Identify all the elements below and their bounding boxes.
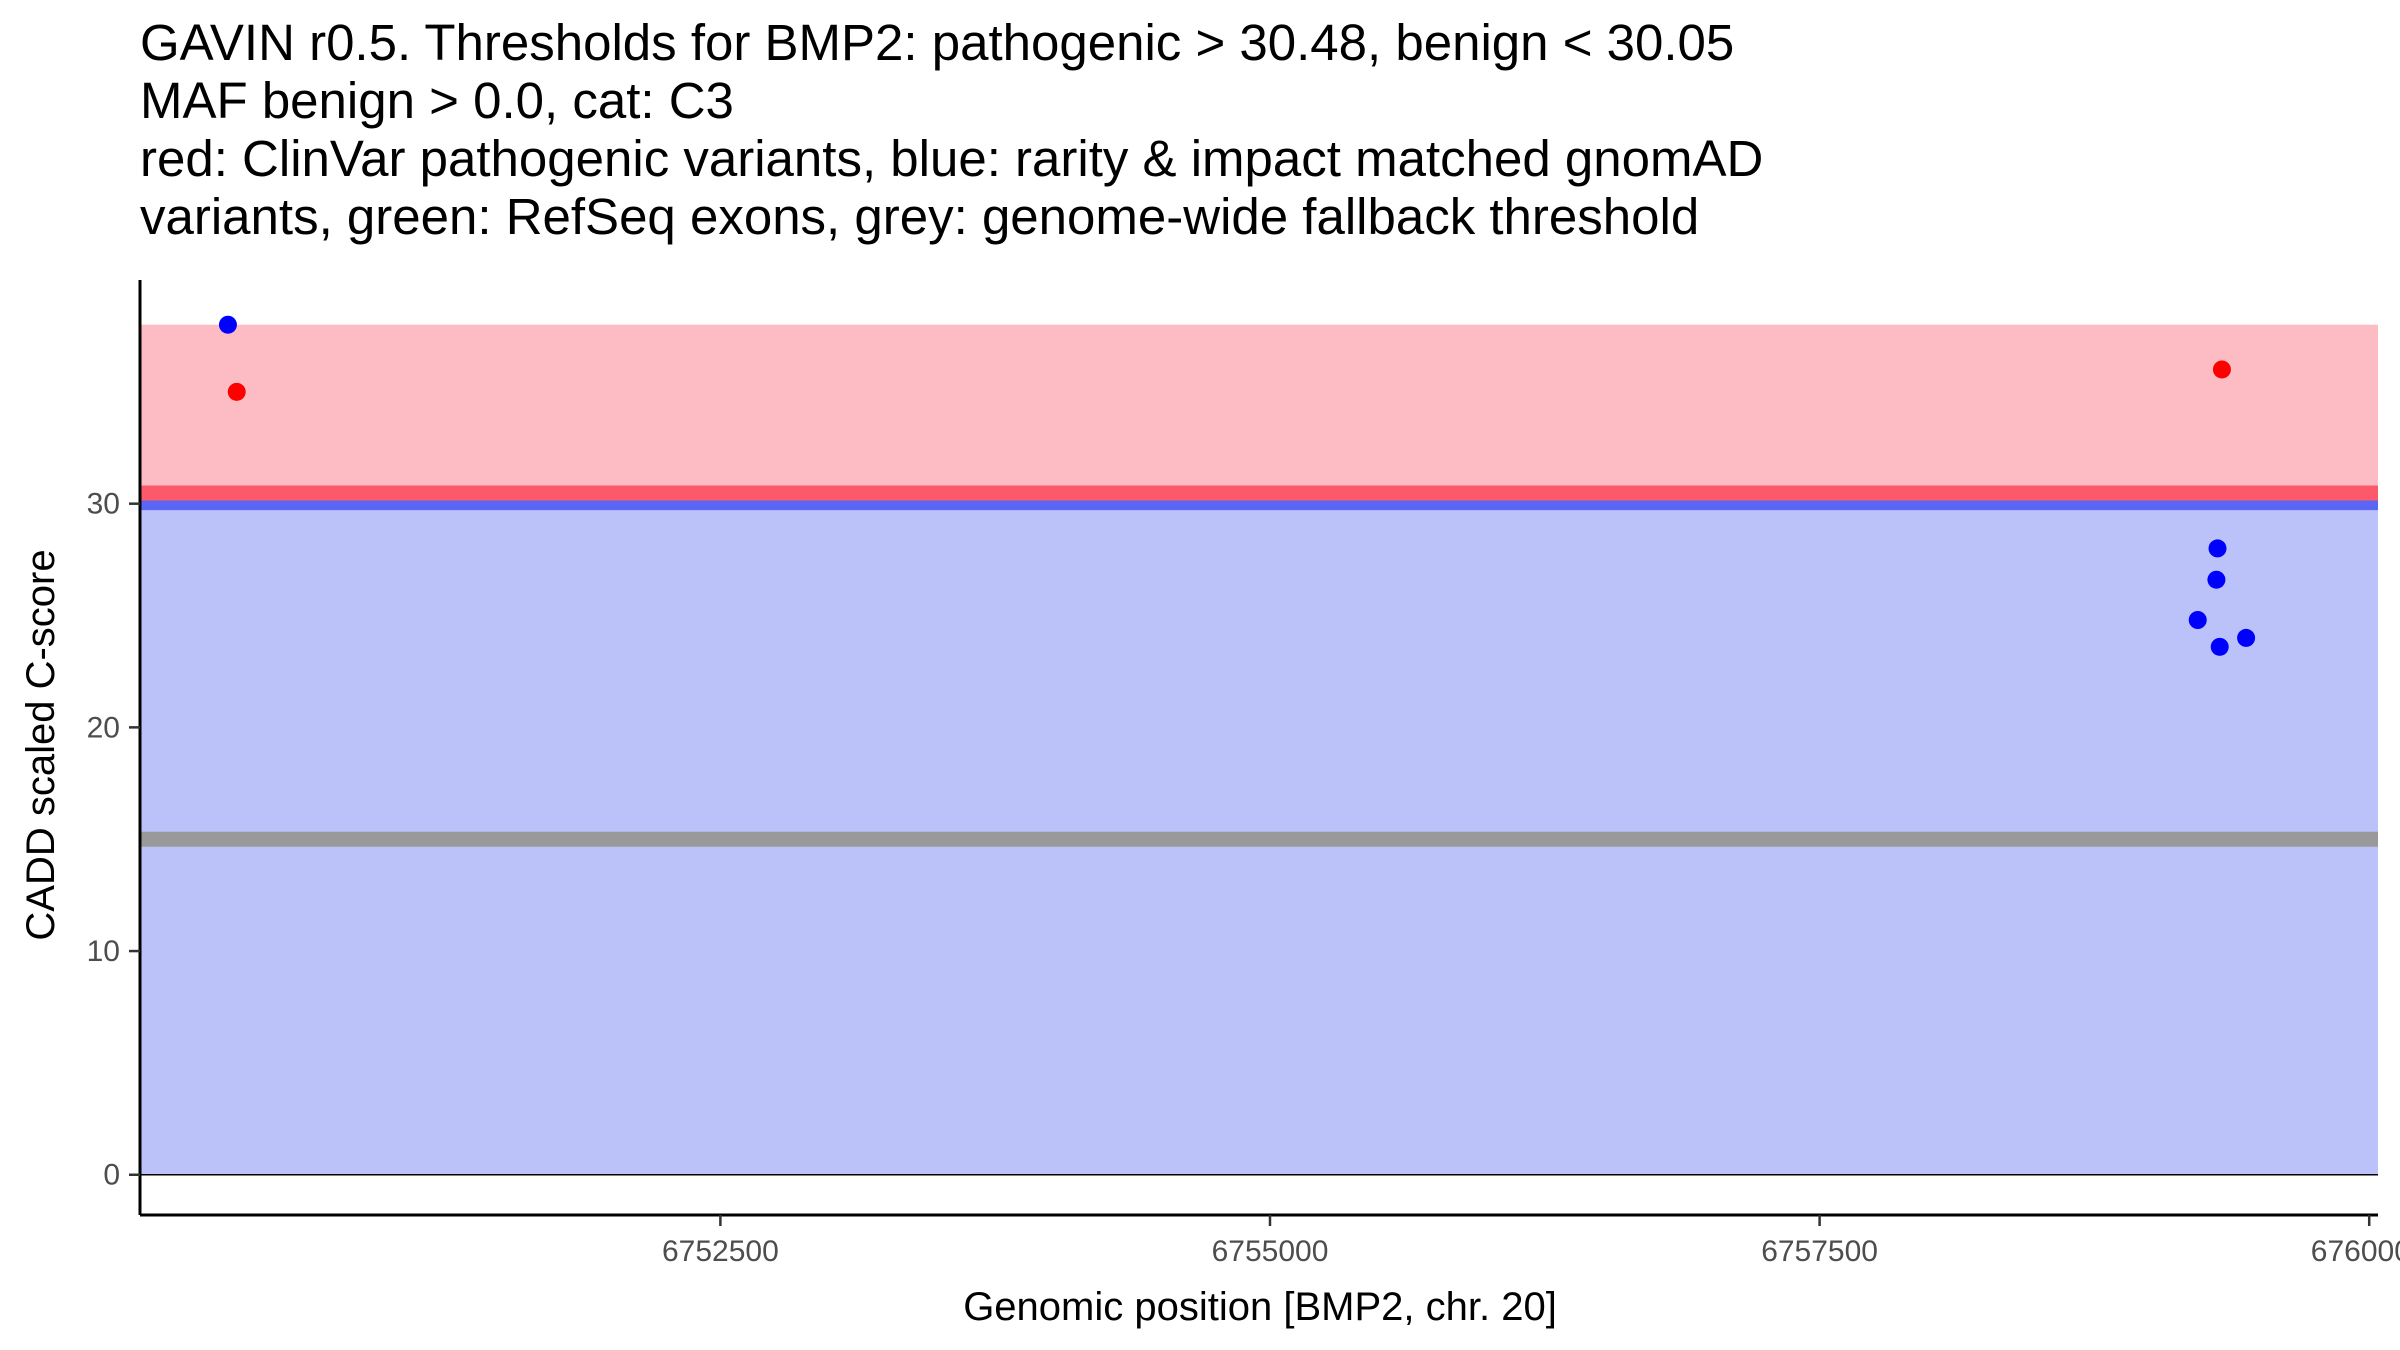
y-axis-title: CADD scaled C-score — [19, 549, 63, 940]
y-tick-label: 20 — [87, 711, 120, 744]
y-tick-label: 10 — [87, 935, 120, 968]
gnomad-variant-point — [2207, 570, 2226, 589]
clinvar-pathogenic-point — [2212, 360, 2231, 379]
shaded-regions — [140, 324, 2378, 1175]
gnomad-variant-point — [218, 315, 237, 334]
y-tick-label: 0 — [103, 1159, 120, 1192]
x-tick-label: 6757500 — [1761, 1235, 1878, 1268]
threshold-lines — [140, 485, 2378, 1176]
gnomad-variant-point — [2237, 628, 2256, 647]
chart-title: GAVIN r0.5. Thresholds for BMP2: pathoge… — [140, 14, 2340, 246]
clinvar-pathogenic-point — [227, 382, 246, 401]
data-points — [218, 315, 2256, 656]
title-line-2: MAF benign > 0.0, cat: C3 — [140, 72, 734, 129]
gnomad-variant-point — [2210, 637, 2229, 656]
x-tick-label: 6760000 — [2311, 1235, 2400, 1268]
x-tick-label: 6755000 — [1212, 1235, 1329, 1268]
x-tick-label: 6752500 — [662, 1235, 779, 1268]
gnomad-variant-point — [2188, 611, 2207, 629]
title-line-4: variants, green: RefSeq exons, grey: gen… — [140, 188, 1700, 245]
axes: 0 10 20 30 6752500 6755000 6757500 6760000 — [87, 280, 2400, 1268]
pathogenic-region — [140, 324, 2378, 493]
x-axis-title: Genomic position [BMP2, chr. 20] — [963, 1285, 1557, 1329]
title-line-3: red: ClinVar pathogenic variants, blue: … — [140, 130, 1764, 187]
title-line-1: GAVIN r0.5. Thresholds for BMP2: pathoge… — [140, 14, 1735, 71]
y-tick-label: 30 — [87, 488, 120, 521]
gnomad-variant-point — [2208, 539, 2227, 558]
